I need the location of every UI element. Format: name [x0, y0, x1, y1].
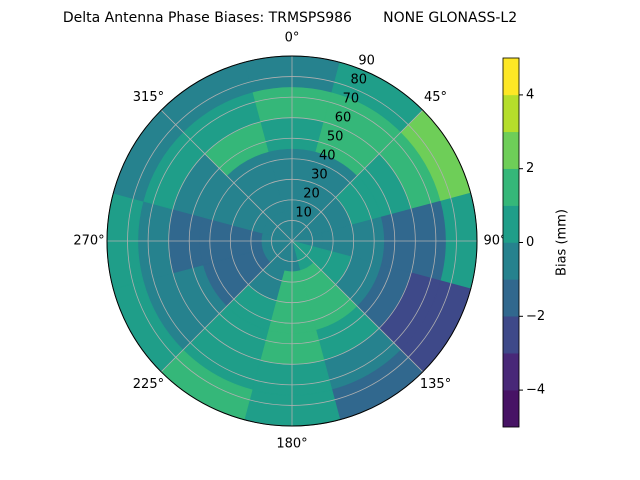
- chart-title: Delta Antenna Phase Biases: TRMSPS986 NO…: [63, 10, 517, 26]
- colorbar-band: [502, 168, 520, 206]
- r-tick-label: 60: [335, 110, 352, 125]
- colorbar-band: [502, 352, 520, 391]
- r-tick-label: 90: [358, 53, 375, 68]
- colorbar-band: [502, 57, 520, 96]
- theta-tick-label: 90°: [483, 234, 506, 249]
- colorbar-tick-label: −2: [526, 309, 545, 324]
- r-tick-label: 70: [343, 91, 360, 106]
- r-tick-label: 50: [327, 129, 344, 144]
- theta-tick-label: 270°: [73, 234, 104, 249]
- colorbar-band: [502, 94, 520, 133]
- grid-spoke: [291, 240, 424, 373]
- r-tick-label: 10: [295, 205, 312, 220]
- colorbar-band: [502, 242, 520, 280]
- theta-tick-label: 0°: [285, 31, 300, 46]
- r-tick-label: 20: [303, 186, 320, 201]
- colorbar-tick-label: 2: [526, 161, 534, 176]
- theta-tick-label: 45°: [424, 90, 447, 105]
- colorbar-tick-label: 4: [526, 87, 534, 102]
- colorbar-band: [502, 279, 520, 317]
- polar-frame: [106, 55, 478, 427]
- theta-tick-label: 180°: [276, 437, 307, 452]
- colorbar-band: [502, 205, 520, 243]
- theta-tick-label: 315°: [133, 90, 164, 105]
- r-tick-label: 30: [311, 167, 328, 182]
- grid-spoke: [160, 109, 293, 242]
- grid-spoke: [291, 109, 424, 242]
- colorbar-tick-label: 0: [526, 235, 534, 250]
- grid-spoke: [160, 240, 293, 373]
- r-tick-label: 40: [319, 148, 336, 163]
- colorbar-band: [502, 389, 520, 428]
- colorbar-tick-label: −4: [526, 383, 545, 398]
- colorbar-label: Bias (mm): [555, 209, 570, 276]
- colorbar-band: [502, 316, 520, 354]
- colorbar-band: [502, 131, 520, 169]
- theta-tick-label: 225°: [133, 377, 164, 392]
- r-tick-label: 80: [350, 72, 367, 87]
- theta-tick-label: 135°: [420, 377, 451, 392]
